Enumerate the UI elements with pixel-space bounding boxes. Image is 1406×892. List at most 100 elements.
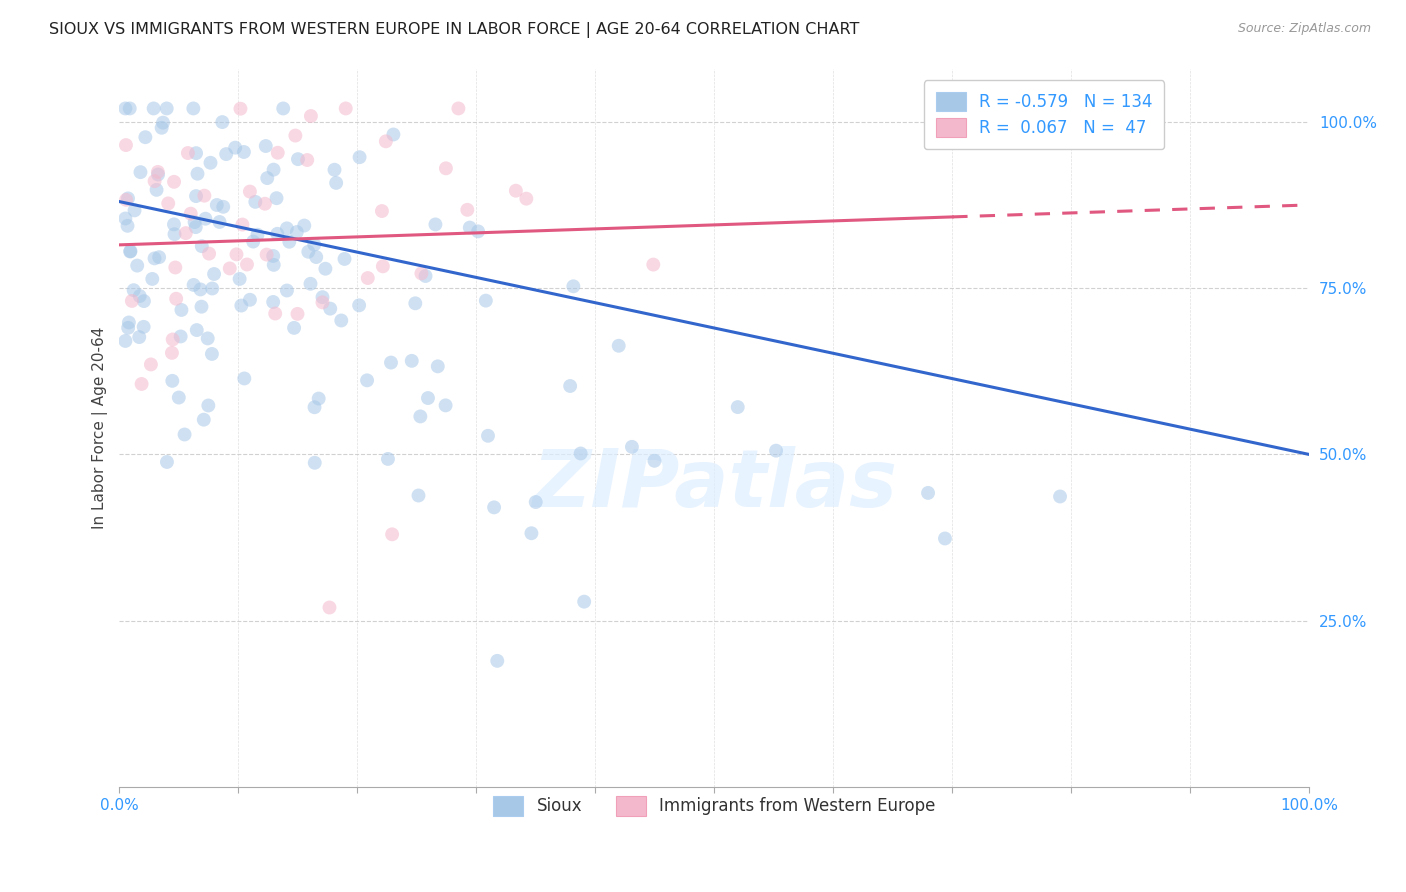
Point [467, 224, 489, 238]
Point [727, 400, 749, 414]
Point [434, 398, 457, 412]
Point [520, 526, 543, 541]
Point [186, 323, 208, 337]
Point [120, 244, 142, 259]
Point [197, 399, 219, 413]
Point [239, 293, 262, 307]
Point [356, 373, 378, 387]
Point [643, 454, 665, 468]
Point [643, 258, 665, 272]
Point [475, 293, 498, 308]
Point [157, 196, 180, 211]
Point [287, 152, 309, 166]
Point [139, 358, 162, 372]
Point [325, 176, 347, 190]
Point [128, 289, 150, 303]
Point [173, 427, 195, 442]
Point [318, 600, 340, 615]
Point [167, 391, 190, 405]
Point [242, 235, 264, 249]
Point [477, 429, 499, 443]
Point [276, 221, 298, 235]
Point [404, 296, 426, 310]
Point [163, 227, 186, 242]
Point [314, 261, 336, 276]
Point [486, 654, 509, 668]
Point [163, 218, 186, 232]
Point [377, 451, 399, 466]
Point [934, 532, 956, 546]
Point [127, 259, 149, 273]
Point [304, 456, 326, 470]
Point [304, 401, 326, 415]
Point [246, 227, 269, 242]
Point [411, 266, 433, 280]
Point [562, 279, 585, 293]
Point [380, 355, 402, 369]
Point [620, 440, 643, 454]
Point [200, 155, 222, 169]
Point [131, 376, 153, 391]
Point [122, 283, 145, 297]
Point [330, 313, 353, 327]
Point [120, 244, 142, 259]
Point [458, 220, 481, 235]
Point [505, 184, 527, 198]
Point [917, 486, 939, 500]
Point [299, 109, 322, 123]
Text: ZIPatlas: ZIPatlas [531, 446, 897, 524]
Point [515, 192, 537, 206]
Point [256, 171, 278, 186]
Point [357, 271, 380, 285]
Point [228, 272, 250, 286]
Point [401, 354, 423, 368]
Point [194, 211, 217, 226]
Point [212, 200, 235, 214]
Point [160, 346, 183, 360]
Point [224, 141, 246, 155]
Point [170, 302, 193, 317]
Point [186, 167, 208, 181]
Point [198, 246, 221, 260]
Point [292, 219, 315, 233]
Point [118, 316, 141, 330]
Point [347, 298, 370, 312]
Point [254, 139, 277, 153]
Point [264, 306, 287, 320]
Point [114, 334, 136, 348]
Point [335, 102, 357, 116]
Point [115, 193, 138, 207]
Point [193, 412, 215, 426]
Point [256, 247, 278, 261]
Point [287, 307, 309, 321]
Point [245, 194, 267, 209]
Point [146, 165, 169, 179]
Point [165, 260, 187, 275]
Point [333, 252, 356, 266]
Point [162, 374, 184, 388]
Point [295, 153, 318, 167]
Point [253, 196, 276, 211]
Point [231, 218, 253, 232]
Point [183, 277, 205, 292]
Point [482, 500, 505, 515]
Point [305, 250, 328, 264]
Point [572, 595, 595, 609]
Point [425, 218, 447, 232]
Text: Source: ZipAtlas.com: Source: ZipAtlas.com [1237, 22, 1371, 36]
Point [278, 235, 301, 249]
Point [765, 443, 787, 458]
Point [607, 339, 630, 353]
Point [283, 321, 305, 335]
Point [143, 252, 166, 266]
Point [239, 185, 262, 199]
Point [311, 290, 333, 304]
Point [311, 295, 333, 310]
Point [132, 294, 155, 309]
Point [169, 329, 191, 343]
Point [409, 409, 432, 424]
Point [184, 146, 207, 161]
Point [266, 227, 288, 241]
Point [202, 267, 225, 281]
Point [143, 174, 166, 188]
